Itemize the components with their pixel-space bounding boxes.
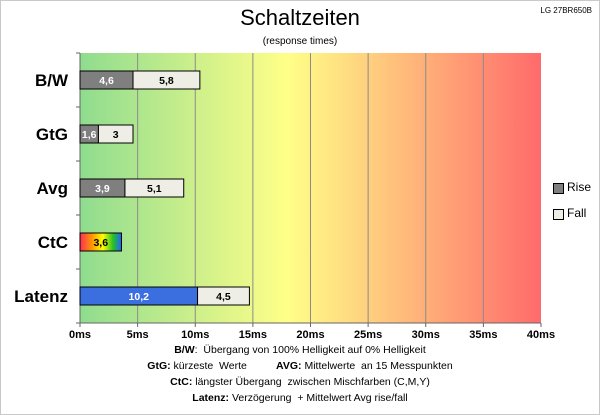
response-time-chart: 0ms 5ms 10ms 15ms 20ms 25ms 30ms 35ms 40ms B/W 4,6… (14, 52, 555, 340)
footer-gtg-text: kürzeste Werte (170, 360, 277, 372)
monitor-model-label: LG 27BR650B (540, 6, 592, 15)
footer-latenz-text: Verzögerung + Mittelwert Avg rise/fall (229, 392, 408, 404)
x-tick-label: 30ms (412, 329, 440, 340)
bar-rise-label: 1,6 (82, 129, 97, 141)
x-tick-label: 5ms (127, 329, 149, 340)
footer-avg-text: Mittelwerte an 15 Messpunkten (301, 360, 453, 372)
bar-fall-label: 3 (113, 129, 119, 141)
footer-ctc-text: längster Übergang zwischen Mischfarben (… (192, 376, 430, 388)
x-tick-label: 15ms (239, 329, 267, 340)
category-label: CtC (38, 233, 68, 252)
legend-fall-label: Fall (567, 206, 587, 220)
footer-bw-text: : Übergang von 100% Helligkeit auf 0% He… (194, 344, 426, 356)
bar-rise-label: 10,2 (129, 291, 150, 303)
chart-subtitle: (response times) (262, 36, 338, 47)
bar-fall (97, 124, 134, 144)
plot-area: 0ms 5ms 10ms 15ms 20ms 25ms 30ms 35ms 40ms B/W 4,6… (14, 52, 555, 340)
x-tick-label: 10ms (181, 329, 209, 340)
footer-line-bw: B/W: Übergang von 100% Helligkeit auf 0%… (0, 344, 600, 356)
bar-rise-label: 3,9 (95, 183, 110, 195)
bar-fall-label: 5,1 (147, 183, 162, 195)
footer-line-latenz: Latenz: Verzögerung + Mittelwert Avg ris… (0, 392, 600, 404)
footer-latenz-key: Latenz: (192, 392, 230, 404)
footer-line-gtg-avg: GtG: kürzeste Werte AVG: Mittelwerte an … (0, 360, 600, 372)
bar-rise-label: 3,6 (93, 237, 108, 249)
chart-title: Schaltzeiten (240, 5, 360, 30)
category-label: B/W (35, 71, 69, 90)
bar-fall (132, 70, 201, 90)
bar-fall (197, 286, 250, 306)
x-tick-label: 25ms (354, 329, 382, 340)
bar-rise-label: 4,6 (99, 75, 114, 87)
x-tick-label: 20ms (296, 329, 324, 340)
legend-fall-swatch (553, 209, 564, 220)
bar-rise (79, 232, 122, 252)
legend-rise-swatch (553, 183, 564, 194)
bar-fall-label: 5,8 (159, 75, 174, 87)
bar-fall (124, 178, 185, 198)
x-tick-label: 0ms (69, 329, 91, 340)
footer-ctc-key: CtC: (170, 376, 193, 388)
legend-fall: Fall (553, 206, 587, 220)
category-label: GtG (36, 125, 68, 144)
footer-line-ctc: CtC: längster Übergang zwischen Mischfar… (0, 376, 600, 388)
legend-rise-label: Rise (567, 180, 592, 194)
footer-gtg-key: GtG: (147, 360, 171, 372)
category-label: Latenz (14, 287, 68, 306)
x-tick-label: 35ms (469, 329, 497, 340)
category-label: Avg (37, 179, 69, 198)
footer-avg-key: AVG: (276, 360, 302, 372)
bar-fall-label: 4,5 (216, 291, 231, 303)
x-tick-label: 40ms (527, 329, 555, 340)
legend-rise: Rise (553, 180, 592, 194)
footer-bw-key: B/W (174, 344, 195, 356)
